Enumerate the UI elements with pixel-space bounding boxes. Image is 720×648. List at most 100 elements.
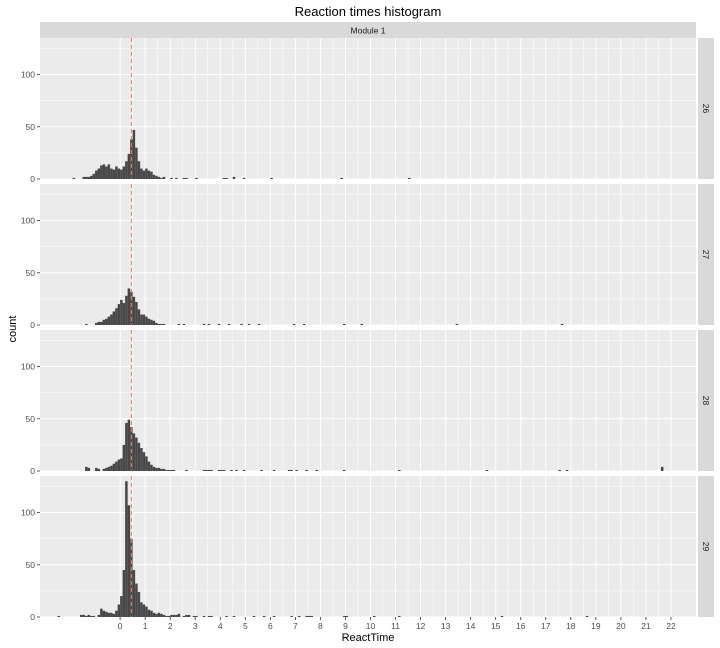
histogram-bar [117, 459, 121, 471]
histogram-bar [240, 323, 243, 325]
x-tick-label: 8 [318, 621, 323, 631]
histogram-bar [565, 469, 569, 471]
histogram-bar [102, 319, 106, 325]
histogram-bar [210, 469, 213, 471]
histogram-bar [155, 613, 158, 617]
histogram-bar [127, 153, 131, 179]
histogram-bar [157, 612, 161, 617]
histogram-bar [135, 583, 138, 617]
panel-background [40, 38, 696, 179]
facet-strip-background [698, 184, 714, 325]
histogram-bar [202, 469, 206, 471]
y-axis-label: count [7, 316, 19, 343]
histogram-bar [252, 615, 256, 617]
histogram-bar [398, 615, 401, 617]
histogram-bar [112, 311, 116, 325]
histogram-bar [137, 309, 141, 325]
histogram-bar [97, 321, 101, 325]
histogram-bar [210, 615, 213, 617]
histogram-bar [207, 323, 211, 325]
y-tick-label: 50 [26, 414, 36, 424]
histogram-bar [297, 615, 301, 617]
histogram-bar [342, 323, 346, 325]
histogram-bar [225, 177, 228, 179]
histogram-bar [142, 170, 146, 179]
x-tick-label: 15 [491, 621, 501, 631]
histogram-bar [97, 168, 101, 179]
histogram-bar [102, 610, 106, 617]
histogram-bar [145, 168, 148, 179]
histogram-bar [85, 323, 88, 325]
histogram-bar [558, 469, 561, 471]
histogram-bar [295, 469, 298, 471]
histogram-bar [90, 175, 93, 179]
x-tick-label: 20 [616, 621, 626, 631]
histogram-bar [147, 318, 151, 325]
histogram-bar [175, 614, 178, 617]
histogram-bar [262, 615, 266, 617]
module-strip-background [40, 22, 696, 38]
histogram-bar [307, 615, 311, 617]
histogram-bar [192, 615, 196, 617]
histogram-bar [57, 615, 61, 617]
histogram-bar [162, 468, 166, 471]
histogram-bar [455, 323, 459, 325]
histogram-bar [162, 323, 166, 325]
facet-panel-29: 0 50 100 29 [21, 476, 714, 622]
y-tick-label: 100 [21, 216, 35, 226]
histogram-bar [122, 303, 126, 325]
histogram-bar [137, 161, 141, 179]
histogram-bar [172, 614, 176, 617]
histogram-bar [145, 316, 148, 325]
histogram-bar [205, 469, 208, 471]
histogram-bar [175, 177, 178, 179]
histogram-bar [115, 308, 118, 325]
histogram-bar [125, 161, 128, 179]
facet-strip-background [698, 476, 714, 617]
histogram-bar [72, 177, 76, 179]
histogram-bar [140, 602, 143, 617]
histogram-bar [152, 174, 156, 179]
histogram-bar [85, 466, 88, 471]
x-tick-label: 3 [193, 621, 198, 631]
x-tick-label: 18 [566, 621, 576, 631]
histogram-bar [142, 604, 146, 617]
histogram-bar [227, 323, 231, 325]
histogram-bar [100, 165, 103, 179]
histogram-bar [207, 469, 211, 471]
histogram-bar [305, 469, 308, 471]
histogram-bar [147, 170, 151, 179]
histogram-bar [342, 615, 346, 617]
histogram-bar [157, 176, 161, 179]
histogram-bar [107, 612, 111, 617]
facet-strip-label: 27 [701, 250, 711, 260]
histogram-bar [230, 469, 233, 471]
histogram-bar [85, 176, 88, 179]
x-tick-label: 0 [118, 621, 123, 631]
histogram-bar [150, 319, 153, 325]
histogram-bar [85, 615, 88, 617]
y-tick-label: 50 [26, 560, 36, 570]
histogram-bar [302, 323, 306, 325]
histogram-bar [95, 170, 98, 179]
histogram-bar [160, 323, 163, 325]
histogram-bar [150, 610, 153, 617]
histogram-bar [195, 615, 198, 617]
histogram-bar [117, 304, 121, 325]
histogram-bar [272, 469, 276, 471]
x-tick-label: 1 [143, 621, 148, 631]
x-tick-label: 11 [391, 621, 400, 631]
histogram-bar [120, 596, 123, 617]
histogram-bar [172, 469, 176, 471]
facet-panels: 0 50 100 26 0 50 100 27 0 50 100 28 0 50 100 29 [21, 38, 714, 622]
histogram-bar [150, 464, 153, 471]
y-tick-label: 100 [21, 362, 35, 372]
histogram-bar [130, 291, 133, 325]
histogram-bar [97, 614, 101, 617]
histogram-bar [120, 458, 123, 471]
histogram-bar [170, 614, 173, 617]
histogram-bar [660, 466, 664, 471]
y-tick-label: 0 [30, 174, 35, 184]
histogram-bar [122, 570, 126, 617]
histogram-bar [152, 612, 156, 617]
